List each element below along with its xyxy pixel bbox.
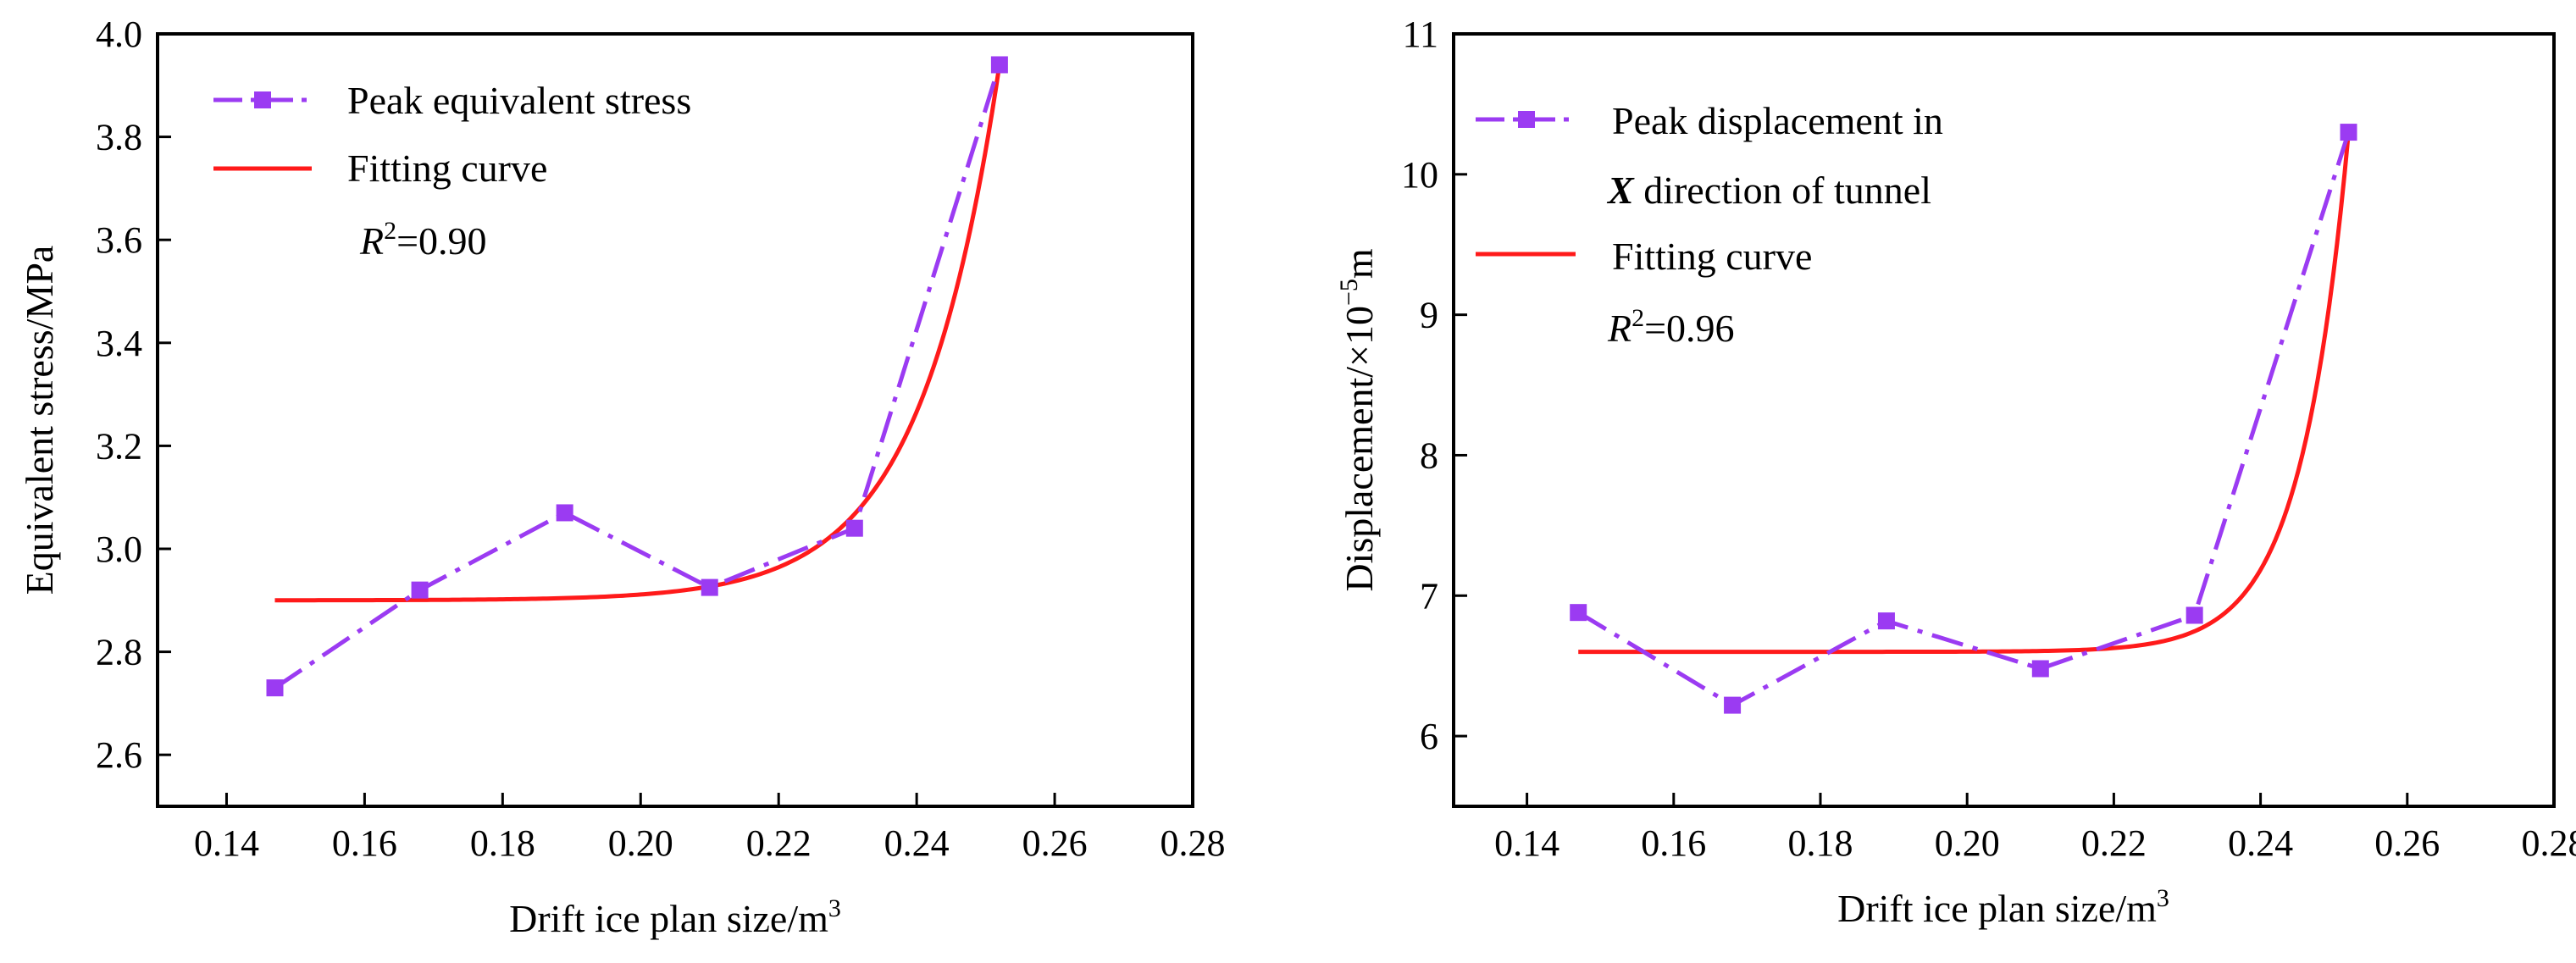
y-tick-label: 2.8	[96, 632, 142, 673]
x-tick-label: 0.22	[746, 822, 812, 864]
x-tick-label: 0.26	[2374, 822, 2440, 864]
y-tick-label: 8	[1420, 434, 1438, 476]
peak-displacement-markers	[1570, 124, 2357, 714]
fitting-curve-line	[274, 64, 999, 600]
y-tick-label: 3.0	[96, 529, 142, 570]
stress-chart: 2.6 2.8 3.0 3.2 3.4 3.6 3.8 4.0 0.14 0.16 0.18 0.2…	[18, 14, 1226, 940]
y-tick-label: 11	[1403, 14, 1438, 55]
x-axis-title: Drift ice plan size/m3	[509, 894, 841, 940]
y-tick-label: 7	[1420, 575, 1438, 617]
data-point-marker	[2032, 660, 2049, 677]
data-point-marker	[1878, 612, 1895, 629]
y-tick-label: 3.8	[96, 117, 142, 158]
x-tick-label: 0.24	[884, 822, 950, 864]
legend-label-direction: X direction of tunnel	[1606, 169, 1931, 212]
x-tick-label: 0.14	[194, 822, 259, 864]
legend-data-marker	[254, 91, 271, 108]
r-squared-annotation: R2=0.90	[359, 217, 487, 263]
peak-displacement-line	[1578, 132, 2348, 706]
x-tick-label: 0.24	[2228, 822, 2293, 864]
legend-label-fitting-curve: Fitting curve	[347, 147, 547, 190]
x-tick-label: 0.18	[1788, 822, 1853, 864]
y-tick-label: 6	[1420, 716, 1438, 757]
legend: Peak equivalent stress Fitting curve R2=…	[213, 79, 691, 263]
data-point-marker	[846, 520, 863, 537]
y-tick-label: 3.6	[96, 219, 142, 261]
data-point-marker	[2186, 606, 2203, 623]
data-point-marker	[1724, 697, 1741, 714]
data-point-marker	[701, 579, 718, 596]
y-tick-label: 3.2	[96, 425, 142, 467]
data-point-marker	[1570, 604, 1587, 621]
plot-area	[1570, 124, 2357, 714]
x-tick-label: 0.16	[332, 822, 397, 864]
plot-frame	[158, 34, 1193, 806]
displacement-chart: 6 7 8 9 10 11 0.14 0.16 0.18 0.20 0.22 0.24 0.26 0.2…	[1335, 14, 2576, 930]
x-tick-label: 0.28	[1161, 822, 1226, 864]
x-tick-label: 0.28	[2522, 822, 2576, 864]
x-ticks: 0.14 0.16 0.18 0.20 0.22 0.24 0.26 0.28	[194, 793, 1226, 864]
x-tick-label: 0.16	[1641, 822, 1706, 864]
x-tick-label: 0.18	[470, 822, 535, 864]
r-squared-annotation: R2=0.96	[1607, 304, 1735, 350]
y-ticks: 6 7 8 9 10 11	[1401, 14, 1467, 757]
x-axis-title: Drift ice plan size/m3	[1837, 884, 2169, 930]
legend-data-marker	[1518, 111, 1535, 128]
legend-label-peak-stress: Peak equivalent stress	[347, 79, 691, 122]
y-tick-label: 4.0	[96, 14, 142, 55]
legend: Peak displacement in X direction of tunn…	[1476, 99, 1943, 350]
y-tick-label: 9	[1420, 295, 1438, 336]
x-tick-label: 0.20	[608, 822, 673, 864]
y-tick-label: 10	[1401, 154, 1438, 196]
y-tick-label: 2.6	[96, 734, 142, 776]
x-tick-label: 0.14	[1494, 822, 1559, 864]
y-axis-title: Equivalent stress/MPa	[18, 246, 61, 595]
data-point-marker	[2341, 124, 2357, 141]
y-ticks: 2.6 2.8 3.0 3.2 3.4 3.6 3.8 4.0	[96, 14, 171, 776]
x-tick-label: 0.20	[1935, 822, 2000, 864]
x-tick-label: 0.26	[1022, 822, 1088, 864]
x-tick-label: 0.22	[2081, 822, 2147, 864]
data-point-marker	[412, 582, 429, 599]
y-tick-label: 3.4	[96, 323, 142, 364]
legend-label-peak-displacement: Peak displacement in	[1612, 99, 1943, 142]
data-point-marker	[266, 679, 283, 696]
data-point-marker	[557, 504, 573, 521]
data-point-marker	[991, 56, 1008, 73]
y-axis-title: Displacement/×10−5m	[1335, 248, 1381, 592]
plot-frame	[1454, 34, 2554, 806]
x-ticks: 0.14 0.16 0.18 0.20 0.22 0.24 0.26 0.28	[1494, 793, 2576, 864]
legend-label-fitting-curve: Fitting curve	[1612, 235, 1812, 278]
